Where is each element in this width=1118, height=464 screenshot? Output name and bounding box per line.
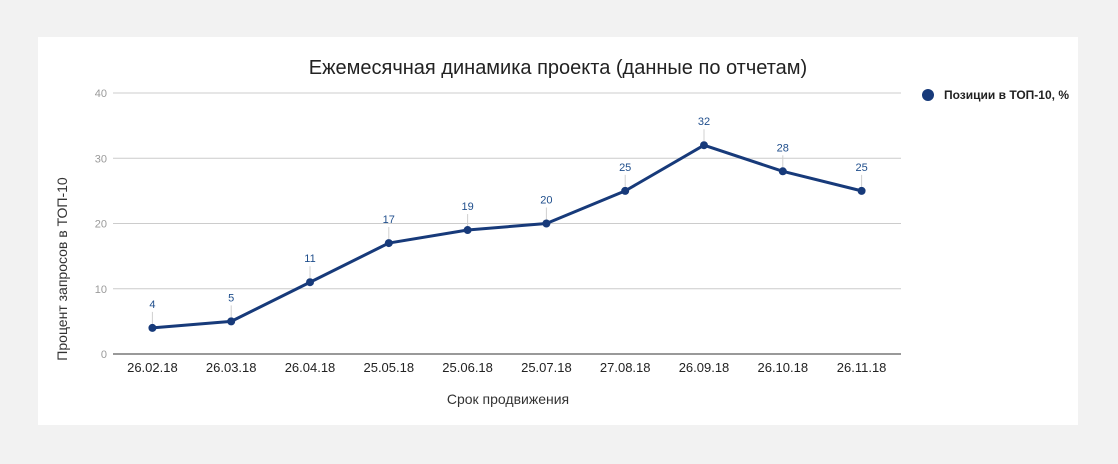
x-tick-label: 27.08.18 — [600, 360, 651, 375]
data-point — [778, 167, 787, 176]
y-axis-ticks: 0 10 20 30 40 — [95, 88, 107, 361]
y-tick-label: 30 — [95, 153, 107, 165]
legend-label: Позиции в ТОП-10, % — [944, 88, 1069, 102]
data-point — [227, 317, 236, 326]
data-label: 17 — [383, 214, 395, 226]
data-label: 19 — [461, 201, 473, 213]
data-point — [384, 239, 393, 248]
x-axis-title: Срок продвижения — [447, 391, 569, 407]
data-label: 20 — [540, 195, 552, 207]
y-tick-label: 20 — [95, 219, 107, 231]
data-point — [542, 219, 551, 228]
x-tick-label: 26.02.18 — [127, 360, 178, 375]
data-point — [700, 141, 708, 150]
chart-title: Ежемесячная динамика проекта (данные по … — [309, 57, 807, 79]
data-label: 11 — [304, 253, 315, 265]
y-tick-label: 40 — [95, 88, 107, 100]
legend-marker — [922, 89, 934, 101]
series-line — [152, 143, 862, 330]
x-tick-label: 26.04.18 — [285, 360, 336, 375]
data-label: 32 — [698, 116, 710, 128]
x-tick-label: 26.11.18 — [837, 360, 887, 375]
series-positions-top10: 4 5 11 17 19 20 25 32 28 25 — [148, 116, 868, 332]
data-label: 4 — [149, 299, 155, 311]
data-point — [306, 278, 314, 287]
y-axis-title: Процент запросов в ТОП-10 — [54, 177, 70, 361]
gridlines — [113, 92, 901, 355]
x-tick-label: 26.10.18 — [757, 360, 808, 375]
data-point — [857, 186, 866, 195]
x-axis-ticks: 26.02.18 26.03.18 26.04.18 25.05.18 25.06.18… — [127, 360, 886, 375]
y-tick-label: 0 — [101, 349, 107, 361]
legend: Позиции в ТОП-10, % — [922, 88, 1069, 102]
data-point — [463, 226, 472, 235]
data-point — [148, 323, 157, 332]
data-label: 5 — [228, 292, 234, 304]
data-label: 25 — [855, 162, 867, 174]
y-tick-label: 10 — [95, 284, 107, 296]
chart-card: Ежемесячная динамика проекта (данные по … — [38, 37, 1078, 425]
data-label: 25 — [619, 162, 631, 174]
data-label: 28 — [777, 142, 789, 154]
x-tick-label: 25.05.18 — [363, 360, 414, 375]
x-tick-label: 25.07.18 — [521, 360, 572, 375]
x-tick-label: 26.09.18 — [679, 360, 730, 375]
x-tick-label: 25.06.18 — [442, 360, 493, 375]
chart: Ежемесячная динамика проекта (данные по … — [54, 57, 1069, 407]
x-tick-label: 26.03.18 — [206, 360, 257, 375]
data-point — [621, 186, 630, 195]
